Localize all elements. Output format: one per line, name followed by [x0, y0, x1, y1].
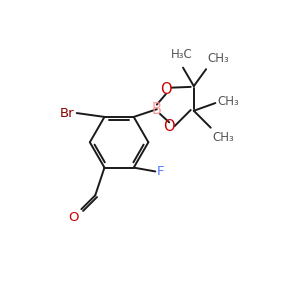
Text: CH₃: CH₃ [212, 131, 234, 144]
Text: O: O [69, 212, 79, 224]
Text: Br: Br [60, 106, 74, 120]
Text: CH₃: CH₃ [217, 95, 239, 108]
Text: H₃C: H₃C [171, 49, 192, 62]
Text: CH₃: CH₃ [208, 52, 230, 64]
Text: O: O [160, 82, 172, 97]
Text: F: F [157, 165, 164, 178]
Text: O: O [163, 119, 175, 134]
Text: B: B [152, 102, 162, 117]
